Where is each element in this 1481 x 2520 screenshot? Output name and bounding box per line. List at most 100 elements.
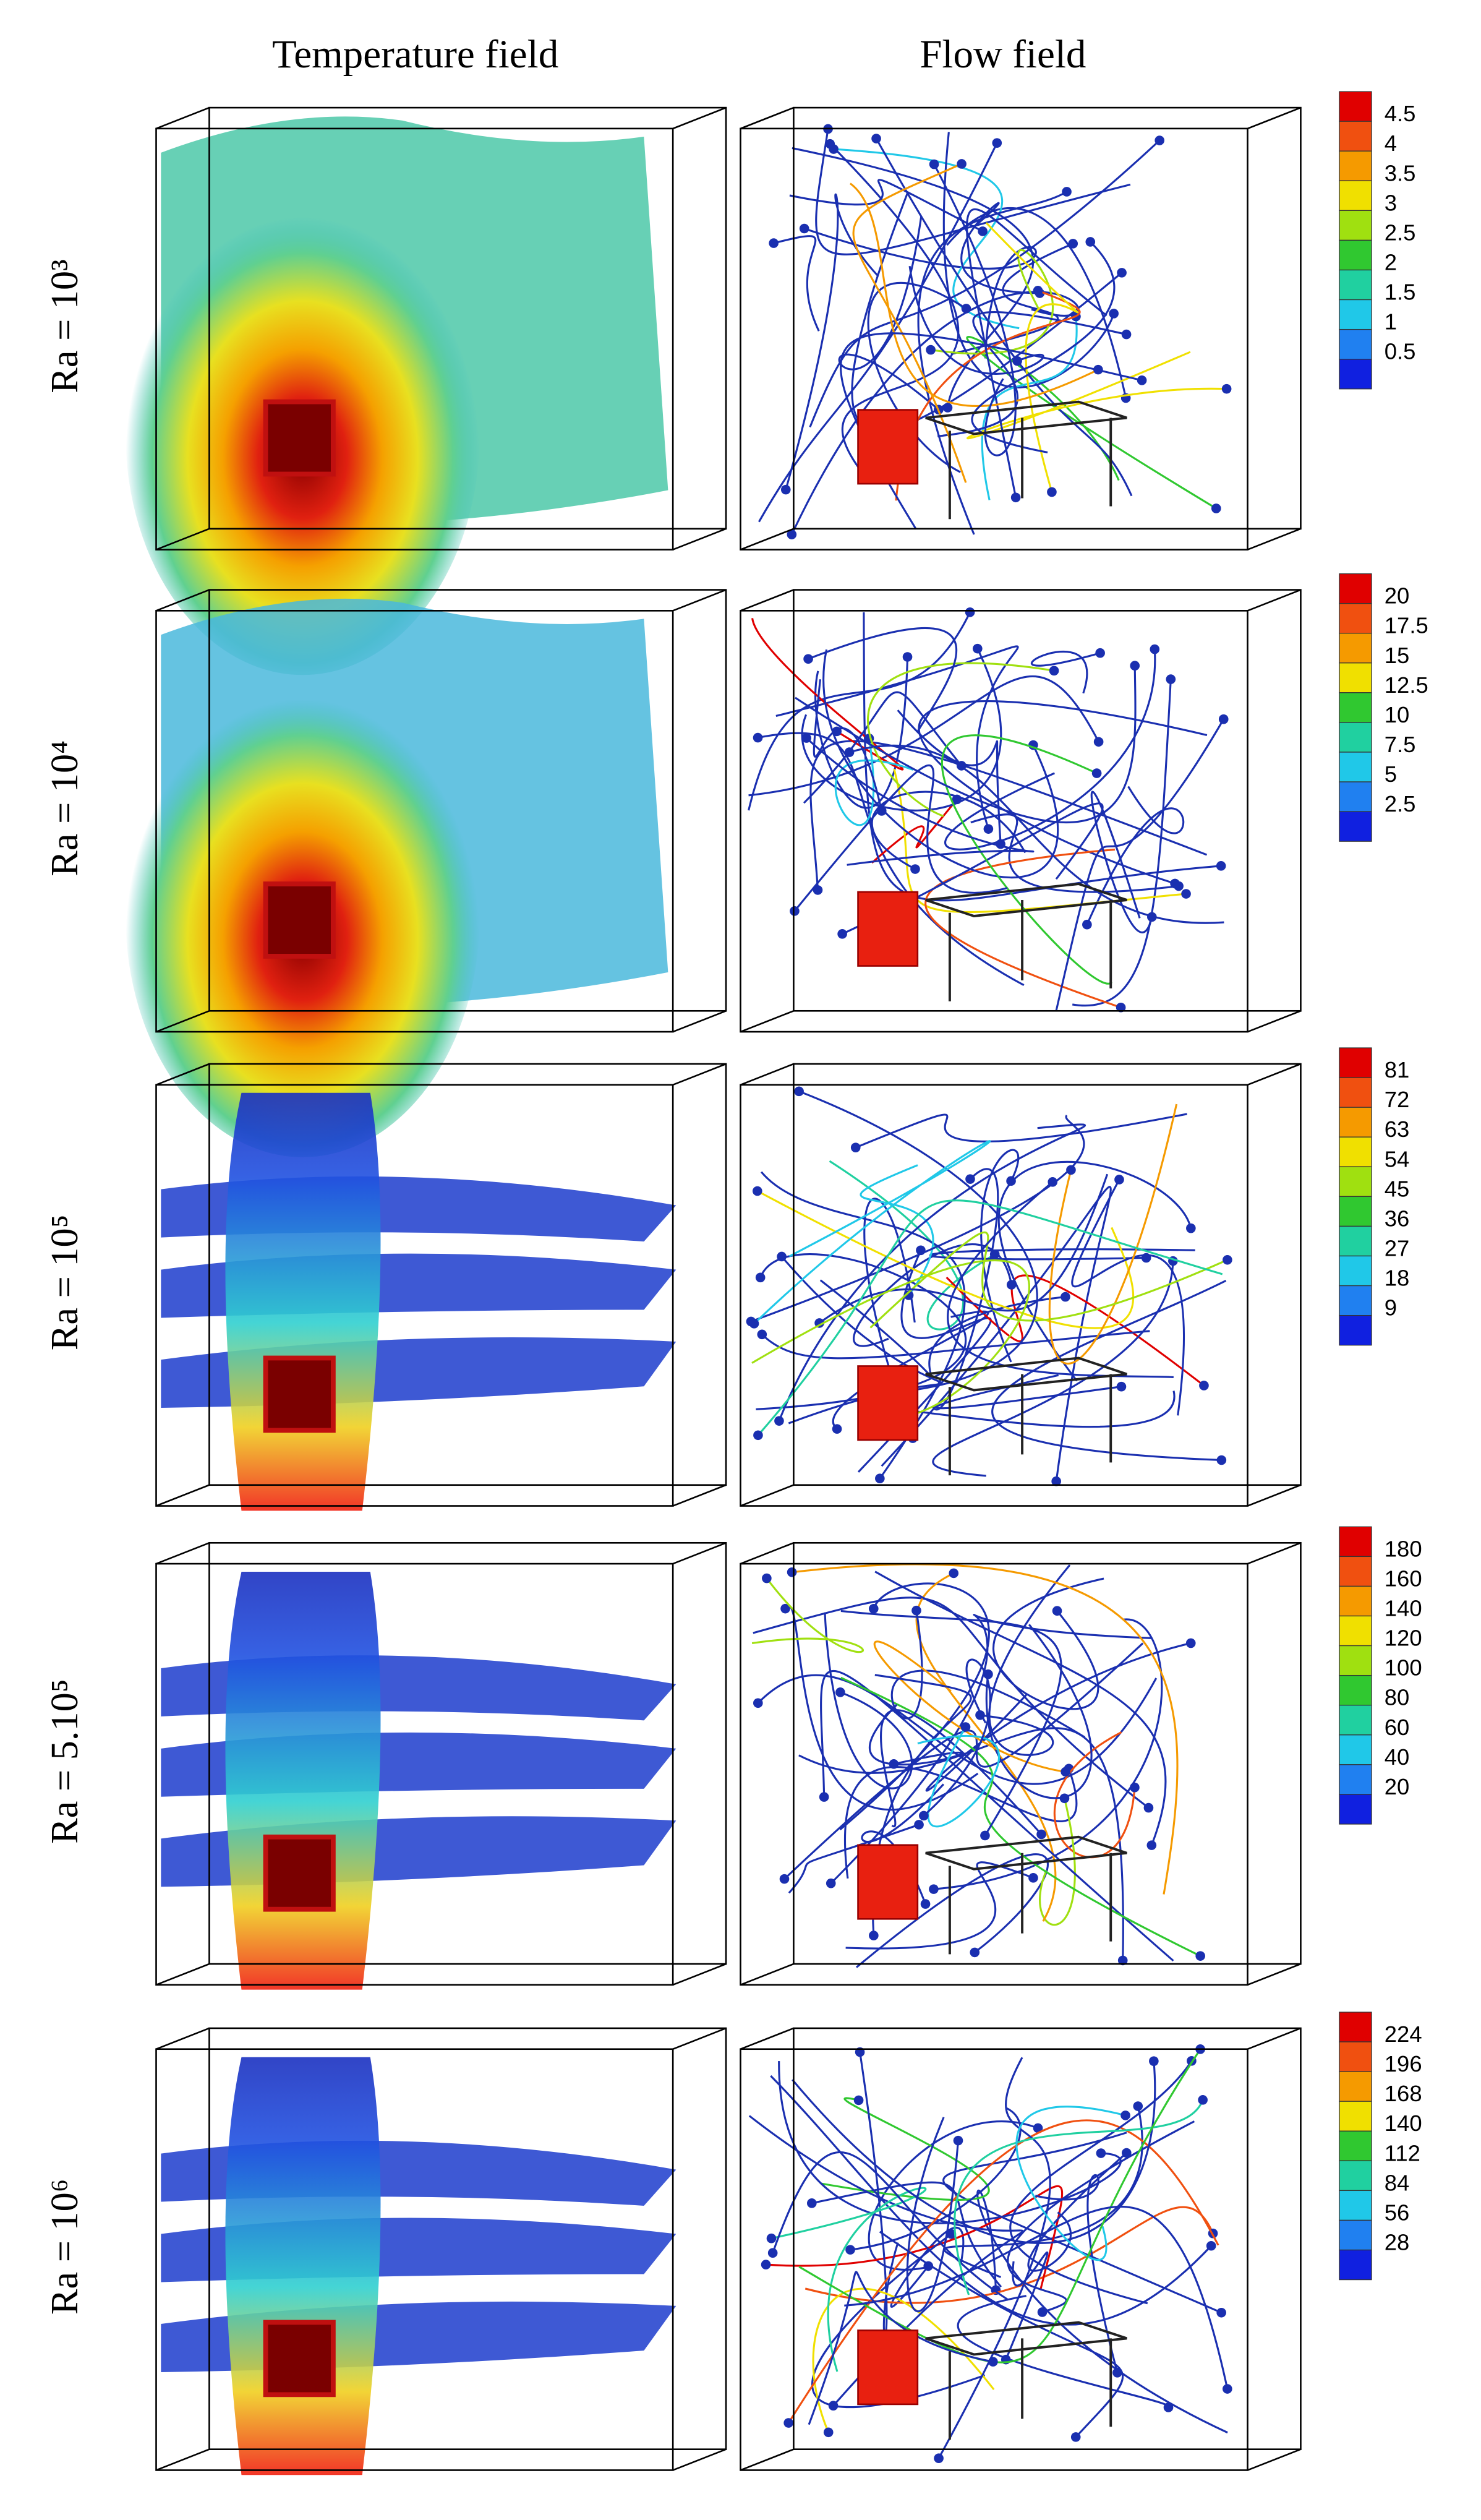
stream-marker (779, 1874, 790, 1884)
colorbar-segment (1339, 121, 1372, 152)
stream-marker (1033, 286, 1043, 296)
stream-marker (1216, 1455, 1227, 1465)
cube-edge (156, 1963, 210, 1986)
colorbar-segment (1339, 1705, 1372, 1736)
colorbar-segment (1339, 1314, 1372, 1346)
streamline (868, 2120, 1039, 2271)
colorbar-segment (1339, 1734, 1372, 1765)
stream-marker (1166, 674, 1176, 684)
cube-edge (740, 1963, 794, 1986)
streamlines (748, 607, 1229, 1013)
cube-edge (672, 106, 727, 130)
heater (857, 409, 919, 485)
stream-marker (1095, 648, 1105, 658)
colorbar-label: 15 (1385, 643, 1410, 668)
streamline (874, 1571, 1167, 1846)
cube-back (208, 1541, 727, 1965)
streamline (760, 1171, 966, 1480)
table (925, 1356, 1127, 1476)
stream-marker (1049, 666, 1059, 676)
colorbar-segment (1339, 2219, 1372, 2251)
streamline (985, 1624, 1093, 1799)
stream-marker (1206, 2240, 1216, 2251)
stream-marker (1120, 2111, 1130, 2120)
streamline (908, 265, 1044, 375)
cube-edge (740, 2448, 794, 2471)
streamline (851, 191, 1123, 432)
row-label: Ra = 10⁴ (43, 740, 86, 876)
streamline (785, 193, 879, 491)
stream-marker (853, 2095, 864, 2106)
stream-marker (929, 159, 939, 169)
stream-marker (965, 607, 975, 617)
cube-edge (740, 1542, 794, 1565)
colorbar-label: 180 (1385, 1536, 1422, 1561)
cube-back (793, 106, 1302, 530)
streamline (751, 1259, 1030, 1418)
streamline (853, 1243, 1013, 1347)
colorbar-label: 28 (1385, 2230, 1410, 2255)
colorbar-label: 4 (1385, 131, 1397, 156)
column-header: Flow field (920, 32, 1086, 77)
stream-marker (1061, 1292, 1070, 1302)
colorbar-label: 60 (1385, 1715, 1410, 1740)
colorbar-segment (1339, 1645, 1372, 1676)
cube-edge (156, 106, 210, 130)
colorbar-segment (1339, 210, 1372, 241)
streamline (812, 2287, 995, 2433)
streamline (1007, 2120, 1195, 2313)
colorbar-label: 12.5 (1385, 672, 1428, 698)
stream-marker (1121, 2148, 1132, 2158)
thermal-plume (225, 2057, 381, 2475)
streamline (1030, 650, 1101, 694)
stream-marker (1198, 2095, 1208, 2105)
stream-marker (983, 824, 994, 834)
heater (857, 1844, 919, 1920)
streamline (778, 2061, 1122, 2224)
colorbar-label: 7.5 (1385, 732, 1416, 757)
stream-marker (1195, 1951, 1205, 1961)
row-label: Ra = 10⁶ (43, 2179, 86, 2315)
colorbar-segment (1339, 1526, 1372, 1558)
streamline (819, 1173, 1109, 1324)
heater (263, 1355, 336, 1433)
stream-marker (911, 1605, 921, 1616)
streamline (805, 2206, 1214, 2304)
stream-marker (766, 2233, 777, 2244)
cube-edge (156, 1542, 210, 1565)
cube-front (740, 1084, 1248, 1507)
stream-marker (929, 1884, 939, 1894)
cube-edge (672, 2027, 727, 2050)
stream-marker (835, 1687, 845, 1697)
streamlines (748, 2044, 1232, 2463)
streamline (792, 147, 1035, 408)
stream-marker (1091, 768, 1102, 778)
stream-marker (1149, 2056, 1159, 2066)
stream-marker (1116, 1381, 1127, 1392)
streamline (1015, 2106, 1126, 2261)
cube-front (740, 1562, 1248, 1986)
stream-marker (749, 1319, 759, 1329)
stream-marker (826, 1878, 836, 1888)
stream-marker (783, 2418, 793, 2428)
stream-marker (920, 1899, 931, 1909)
heater (857, 1365, 919, 1441)
streamline (819, 1279, 1066, 1377)
colorbar-segment (1339, 1674, 1372, 1706)
cube-front (155, 610, 674, 1033)
streamline (881, 1186, 1112, 1481)
streamline (857, 1249, 992, 1473)
colorbar-segment (1339, 602, 1372, 634)
colorbar-segment (1339, 328, 1372, 360)
colorbar-segment (1339, 91, 1372, 122)
stream-marker (1116, 1002, 1126, 1013)
colorbar-segment (1339, 811, 1372, 842)
streamline (808, 627, 958, 732)
colorbar-label: 36 (1385, 1206, 1410, 1231)
stream-marker (799, 223, 809, 234)
streamline (815, 129, 1131, 255)
stream-marker (970, 1947, 980, 1958)
stream-marker (868, 1603, 879, 1614)
cube-frame (740, 106, 1302, 551)
stream-marker (1181, 889, 1191, 899)
